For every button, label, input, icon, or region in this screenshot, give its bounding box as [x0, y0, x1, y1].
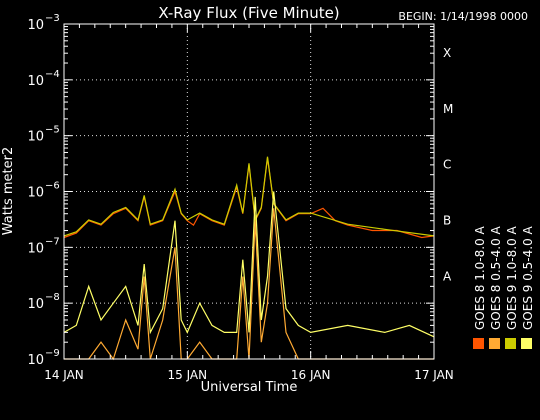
y-tick-label: 10: [27, 130, 44, 145]
y-tick-exponent: −4: [45, 69, 60, 80]
legend-swatch-4: [521, 338, 532, 349]
series-line-4: [63, 191, 435, 338]
y-tick-exponent: −9: [45, 348, 60, 359]
legend-label-4: GOES 9 0.5-4.0 A: [521, 225, 535, 330]
flare-class-label: X: [443, 46, 451, 60]
chart-title: X-Ray Flux (Five Minute): [158, 4, 339, 22]
x-tick-label: 16 JAN: [291, 368, 331, 382]
x-axis-label: Universal Time: [201, 380, 298, 395]
y-axis-ticks: 10−310−410−510−610−710−810−9: [27, 13, 434, 368]
series-line-3: [63, 156, 435, 237]
legend-swatch-1: [473, 338, 484, 349]
begin-label: BEGIN: 1/14/1998 0000: [398, 10, 528, 23]
legend-label-2: GOES 8 0.5-4.0 A: [489, 225, 503, 330]
y-tick-label: 10: [27, 186, 44, 201]
legend-label-1: GOES 8 1.0-8.0 A: [473, 225, 487, 330]
legend-label-3: GOES 9 1.0-8.0 A: [505, 225, 519, 330]
x-axis-ticks: 14 JAN 15 JAN 16 JAN 17 JAN: [44, 24, 454, 382]
legend-swatch-3: [505, 338, 516, 349]
y-tick-exponent: −3: [45, 13, 60, 24]
y-tick-label: 10: [27, 18, 44, 33]
legend: GOES 8 1.0-8.0 A GOES 8 0.5-4.0 A GOES 9 1…: [473, 225, 535, 349]
y-axis-label: Watts meter2: [1, 147, 16, 235]
y-tick-label: 10: [27, 297, 44, 312]
flare-class-label: C: [443, 158, 451, 172]
x-tick-label: 14 JAN: [44, 368, 84, 382]
y-tick-label: 10: [27, 353, 44, 368]
y-tick-exponent: −7: [45, 236, 60, 247]
y-tick-exponent: −8: [45, 292, 60, 303]
y-tick-exponent: −5: [45, 125, 60, 136]
y-tick-label: 10: [27, 241, 44, 256]
flare-class-label: A: [443, 269, 452, 283]
x-tick-label: 15 JAN: [168, 368, 208, 382]
legend-swatch-2: [489, 338, 500, 349]
flare-class-label: B: [443, 213, 451, 227]
y-tick-label: 10: [27, 74, 44, 89]
y-tick-exponent: −6: [45, 181, 60, 192]
grid-lines: [64, 24, 434, 359]
flare-class-labels: X M C B A: [443, 46, 453, 283]
flare-class-label: M: [443, 102, 453, 116]
x-tick-label: 17 JAN: [414, 368, 454, 382]
